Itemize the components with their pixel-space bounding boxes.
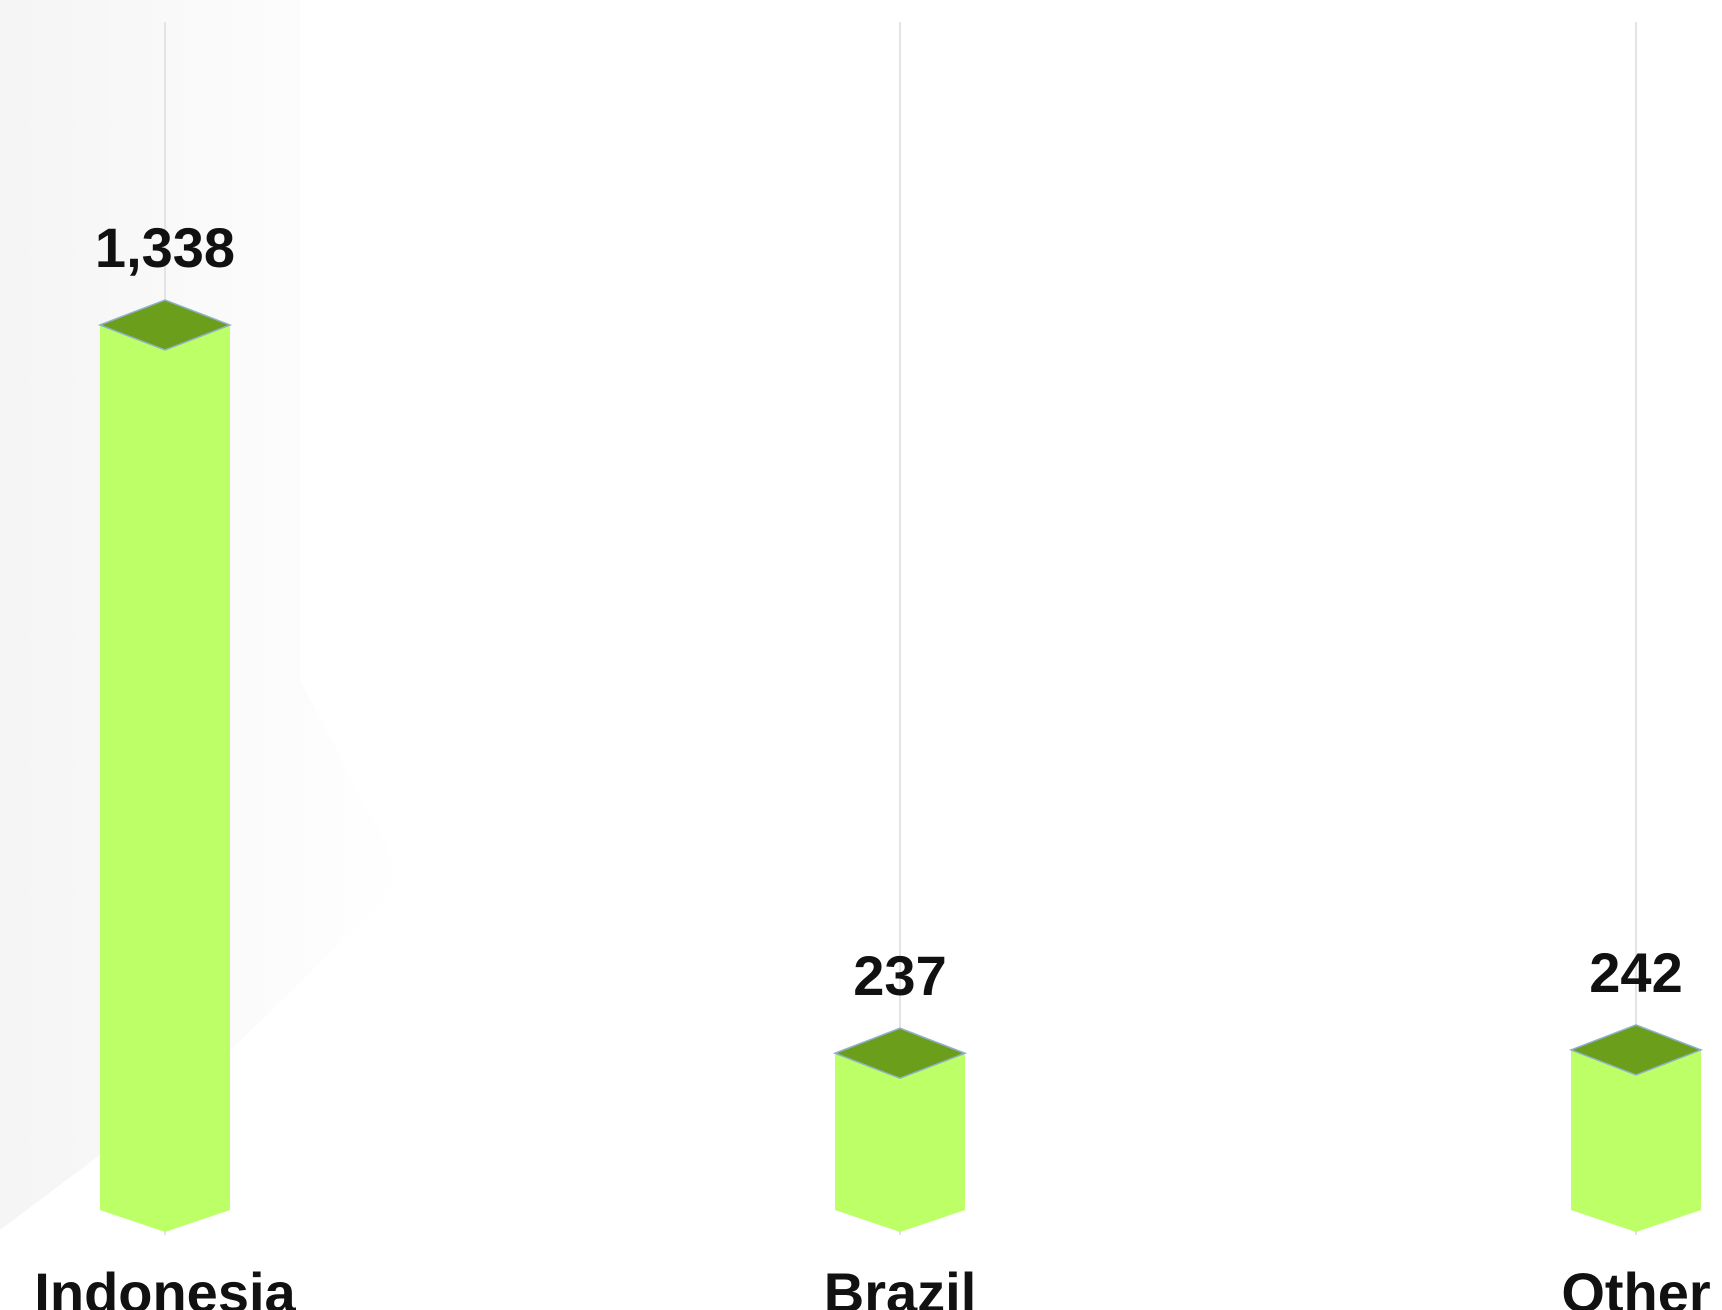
bar-top-other	[1568, 1024, 1704, 1076]
value-label-indonesia: 1,338	[95, 216, 235, 279]
category-label-brazil: Brazil	[824, 1261, 977, 1310]
category-label-indonesia: Indonesia	[34, 1261, 296, 1310]
bar-indonesia	[100, 325, 230, 1232]
bar-top-brazil	[832, 1027, 968, 1080]
bars	[97, 299, 1704, 1232]
value-label-brazil: 237	[853, 944, 946, 1007]
bar-brazil	[835, 1053, 965, 1232]
bar-other	[1571, 1049, 1701, 1232]
category-label-other: Other	[1561, 1261, 1710, 1310]
labels: 1,338 Indonesia 237 Brazil 242 Other	[34, 216, 1710, 1310]
bar-top-indonesia	[97, 299, 233, 351]
value-label-other: 242	[1589, 941, 1682, 1004]
